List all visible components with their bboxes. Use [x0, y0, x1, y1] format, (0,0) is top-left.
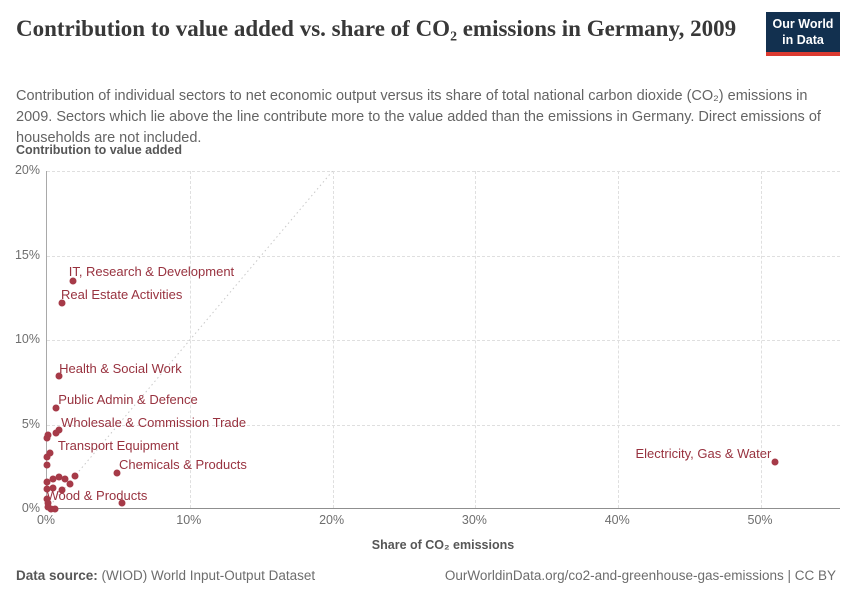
data-point-transport-equipment[interactable]: [46, 449, 54, 457]
vertical-gridline: [618, 171, 620, 508]
data-point-sector-17[interactable]: [61, 475, 69, 483]
x-axis-title: Share of CO₂ emissions: [371, 538, 515, 552]
x-tick-label: 30%: [461, 513, 487, 527]
data-point-sector-27[interactable]: [118, 499, 126, 507]
data-point-sector-26[interactable]: [51, 505, 59, 513]
y-tick-label: 20%: [14, 163, 40, 177]
x-tick-label: 0%: [36, 513, 56, 527]
x-tick-label: 10%: [176, 513, 202, 527]
data-point-chemicals-products[interactable]: [113, 469, 121, 477]
data-point-real-estate-activities[interactable]: [58, 299, 66, 307]
point-label: Health & Social Work: [59, 361, 182, 377]
data-point-sector-19[interactable]: [71, 472, 79, 480]
footer: Data source: (WIOD) World Input-Output D…: [16, 568, 836, 583]
point-label: Electricity, Gas & Water: [635, 445, 772, 461]
y-axis-title: Contribution to value added: [16, 143, 182, 157]
point-label: Wood & Products: [46, 488, 148, 504]
data-point-sector-12[interactable]: [43, 453, 51, 461]
vertical-gridline: [332, 171, 334, 508]
owid-logo: Our World in Data: [766, 12, 840, 57]
data-point-sector-20[interactable]: [43, 485, 51, 493]
y-tick-label: 15%: [14, 247, 40, 262]
data-source-text: (WIOD) World Input-Output Dataset: [97, 568, 316, 583]
point-label: Wholesale & Commission Trade: [61, 415, 247, 431]
data-point-sector-16[interactable]: [55, 473, 63, 481]
owid-logo-line2: in Data: [782, 32, 824, 47]
scatter-plot-area: IT, Research & Development Real Estate Ac…: [43, 171, 840, 513]
vertical-gridline: [761, 171, 763, 508]
horizontal-gridline: [47, 340, 840, 341]
x-tick-label: 40%: [604, 513, 630, 527]
data-point-health-social-work[interactable]: [55, 372, 63, 380]
chart-subtitle: Contribution of individual sectors to ne…: [16, 88, 821, 146]
page-title: Contribution to value added vs. share of…: [16, 16, 737, 41]
data-point-public-admin-defence[interactable]: [52, 404, 60, 412]
data-point-sector-21[interactable]: [49, 484, 57, 492]
point-label: Chemicals & Products: [118, 456, 247, 472]
data-point-sector-11[interactable]: [43, 434, 51, 442]
y-tick-label: 10%: [14, 332, 40, 346]
horizontal-gridline: [47, 255, 840, 257]
data-point-sector-15[interactable]: [49, 475, 57, 483]
data-point-it-research-development[interactable]: [69, 277, 77, 285]
data-point-wholesale-commission-trade[interactable]: [55, 426, 63, 434]
data-source-label: Data source:: [16, 568, 98, 583]
data-point-sector-14[interactable]: [43, 478, 51, 486]
data-point-sector-13[interactable]: [43, 461, 51, 469]
x-tick-label: 50%: [747, 513, 773, 527]
owid-logo-line1: Our World: [772, 17, 834, 31]
point-label: Transport Equipment: [57, 438, 179, 454]
point-label: Real Estate Activities: [60, 286, 183, 302]
data-point-sector-23[interactable]: [43, 495, 51, 503]
vertical-gridline: [475, 171, 477, 508]
point-label: IT, Research & Development: [68, 263, 235, 279]
horizontal-gridline: [47, 171, 840, 172]
data-point-electricity-gas-water[interactable]: [771, 458, 779, 466]
y-tick-label: 5%: [21, 416, 40, 431]
data-point-sector-18[interactable]: [66, 480, 74, 488]
data-point-sector-22[interactable]: [58, 486, 66, 494]
data-point-sector-9[interactable]: [52, 429, 60, 437]
y-tick-label: 0%: [21, 501, 40, 515]
data-point-sector-25[interactable]: [47, 505, 55, 513]
data-source: Data source: (WIOD) World Input-Output D…: [16, 568, 315, 583]
attribution-link[interactable]: OurWorldinData.org/co2-and-greenhouse-ga…: [444, 568, 836, 583]
horizontal-gridline: [47, 424, 840, 426]
data-point-wood-products[interactable]: [44, 499, 52, 507]
data-point-sector-24[interactable]: [44, 503, 52, 511]
x-tick-label: 20%: [319, 513, 345, 527]
point-label: Public Admin & Defence: [58, 391, 198, 407]
